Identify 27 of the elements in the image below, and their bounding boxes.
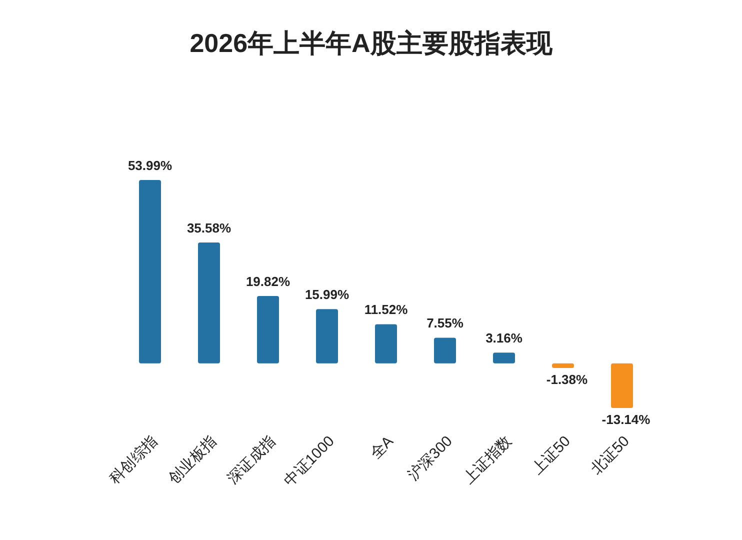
data-label: 11.52%	[364, 302, 408, 318]
data-label: 19.82%	[246, 274, 290, 290]
x-tick-label: 创业板指	[165, 432, 220, 488]
data-label: 15.99%	[304, 287, 350, 302]
data-label: 7.55%	[426, 316, 464, 331]
data-label: 3.16%	[486, 330, 523, 346]
data-label: -1.38%	[546, 372, 588, 388]
chart-title: 2026年上半年A股主要股指表现	[190, 28, 554, 58]
data-label: -13.14%	[602, 412, 651, 427]
data-label: 53.99%	[128, 158, 172, 173]
data-label: 35.58%	[186, 220, 232, 236]
x-tick-label: 上证指数	[460, 432, 515, 488]
x-tick-label: 全A	[367, 432, 397, 463]
bar	[552, 363, 574, 368]
x-tick-label: 上证50	[528, 432, 574, 478]
bar	[257, 296, 279, 364]
bar	[316, 309, 338, 364]
x-tick-label: 沪深300	[404, 432, 456, 484]
bar	[139, 180, 161, 364]
bar	[611, 363, 633, 408]
x-tick-label: 北证50	[588, 432, 633, 478]
bar	[434, 338, 456, 364]
bar	[198, 242, 220, 364]
bar	[375, 324, 397, 364]
x-tick-label: 深证成指	[224, 432, 279, 488]
x-tick-label: 科创综指	[106, 432, 161, 488]
bar	[493, 352, 515, 364]
